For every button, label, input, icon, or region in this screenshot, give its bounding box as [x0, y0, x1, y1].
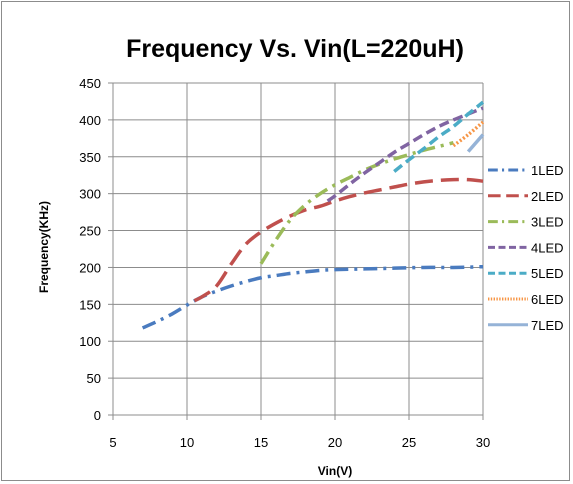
y-tick-label: 250	[79, 224, 101, 239]
y-tick-label: 0	[94, 408, 101, 423]
legend-label: 3LED	[531, 215, 564, 230]
y-tick-label: 50	[87, 371, 101, 386]
y-tick-label: 300	[79, 187, 101, 202]
series-line-2led	[194, 180, 483, 301]
y-axis-label: Frequency(KHz)	[37, 201, 51, 293]
x-tick-label: 10	[180, 435, 194, 450]
x-tick-label: 25	[402, 435, 416, 450]
x-tick-label: 30	[476, 435, 490, 450]
legend-label: 6LED	[531, 292, 564, 307]
x-tick-label: 15	[254, 435, 268, 450]
y-tick-label: 450	[79, 76, 101, 91]
x-tick-label: 20	[328, 435, 342, 450]
legend-label: 5LED	[531, 266, 564, 281]
x-tick-label: 5	[109, 435, 116, 450]
legend-label: 1LED	[531, 163, 564, 178]
legend-label: 4LED	[531, 240, 564, 255]
y-tick-label: 200	[79, 260, 101, 275]
legend: 1LED 2LED 3LED 4LED 5LED 6LED 7LED	[488, 163, 564, 333]
legend-label: 2LED	[531, 189, 564, 204]
series-line-7led	[468, 135, 483, 152]
chart-title: Frequency Vs. Vin(L=220uH)	[126, 35, 464, 63]
y-tick-label: 400	[79, 113, 101, 128]
y-tick-label: 150	[79, 297, 101, 312]
y-tick-label: 350	[79, 150, 101, 165]
series-layer	[143, 102, 483, 328]
series-line-1led	[143, 267, 483, 328]
series-line-3led	[261, 143, 453, 264]
y-tick-label: 100	[79, 334, 101, 349]
legend-label: 7LED	[531, 318, 564, 333]
series-line-5led	[394, 102, 483, 171]
x-axis-label: Vin(V)	[318, 464, 352, 478]
